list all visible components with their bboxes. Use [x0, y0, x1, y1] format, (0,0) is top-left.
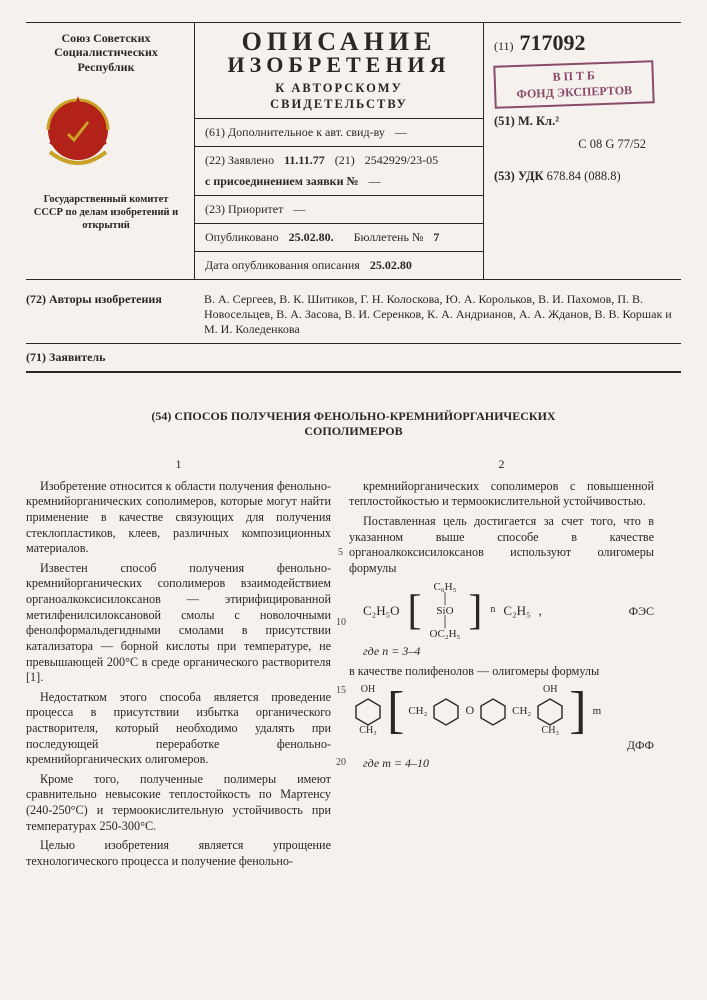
col2-p1: кремнийорганических сополимеров с повыше… [349, 479, 654, 510]
dff-ch3-2: CH₃ [542, 726, 559, 737]
bulletin-label: Бюллетень № [354, 230, 424, 245]
field-23-label: (23) Приоритет [205, 202, 283, 217]
col1-p1: Изобретение относится к области получени… [26, 479, 331, 557]
article: (54) СПОСОБ ПОЛУЧЕНИЯ ФЕНОЛЬНО-КРЕМНИЙОР… [26, 409, 681, 873]
benzene-ring-icon [431, 696, 461, 726]
classification-51: (51) М. Кл.² C 08 G 77/52 [494, 114, 646, 153]
dff-ch2-2: CH₂ [512, 704, 531, 718]
issuing-union: Союз Советских Социалистических Республи… [28, 31, 184, 74]
field-join-label: с присоединением заявки № [205, 174, 359, 189]
document-number-prefix: (11) [494, 39, 514, 53]
column-2: 2 кремнийорганических сополимеров с повы… [349, 457, 654, 873]
field-22-label: (22) Заявлено [205, 153, 274, 168]
field-61-label: (61) Дополнительное к авт. свид-ву [205, 125, 385, 140]
authors-names: В. А. Сергеев, В. К. Шитиков, Г. Н. Коло… [204, 292, 681, 337]
document-number-value: 717092 [520, 30, 586, 55]
fes-stack: C₆H₅ │ SiO │ OC₂H₅ [430, 582, 461, 640]
formula-dff: OH CH₃ [ CH₂ O CH₂ OH CH₃ ] [353, 685, 654, 736]
udk-53: (53) УДК 678.84 (088.8) [494, 169, 646, 185]
doc-subtitle: К АВТОРСКОМУ СВИДЕТЕЛЬСТВУ [205, 81, 473, 112]
applicant-value [204, 350, 681, 365]
dff-ch2-1: CH₂ [408, 704, 427, 718]
fes-right: C₂H₅ [503, 603, 530, 620]
dff-phenol-right: OH CH₃ [535, 685, 565, 736]
field-61: (61) Дополнительное к авт. свид-ву — [205, 125, 473, 140]
dff-label: ДФФ [627, 738, 654, 753]
col1-num: 1 [26, 457, 331, 472]
field-22-21: (22) Заявлено 11.11.77 (21) 2542929/23-0… [205, 153, 473, 168]
lineno-5: 5 [338, 547, 343, 560]
dff-o: O [465, 703, 474, 718]
col2-p2: Поставленная цель достигается за счет то… [349, 514, 654, 576]
expert-fund-stamp: В П Т Б ФОНД ЭКСПЕРТОВ [493, 60, 654, 109]
field-join: с присоединением заявки № — [205, 174, 473, 189]
field-21-value: 2542929/23-05 [365, 153, 438, 168]
lineno-20: 20 [336, 757, 346, 770]
fes-where: где n = 3–4 [363, 644, 654, 659]
bulletin-value: 7 [433, 230, 439, 245]
bracket-open-icon: [ [408, 595, 422, 627]
header-middle: ОПИСАНИЕ ИЗОБРЕТЕНИЯ К АВТОРСКОМУ СВИДЕТ… [194, 23, 484, 279]
bracket-close-icon: ] [468, 595, 482, 627]
col1-p3: Недостатком этого способа является прове… [26, 690, 331, 768]
column-1: 1 Изобретение относится к области получе… [26, 457, 331, 873]
dff-where: где m = 4–10 [363, 756, 654, 771]
issuing-committee: Государственный комитет СССР по делам из… [28, 193, 184, 232]
article-title: (54) СПОСОБ ПОЛУЧЕНИЯ ФЕНОЛЬНО-КРЕМНИЙОР… [124, 409, 584, 439]
field-pub-desc: Дата опубликования описания 25.02.80 [205, 258, 473, 273]
applicant-row: (71) Заявитель [26, 344, 681, 373]
applicant-label: (71) Заявитель [26, 350, 194, 365]
pub-label: Опубликовано [205, 230, 279, 245]
cls-label: (51) М. Кл.² [494, 114, 559, 128]
dff-oh2: OH [543, 685, 557, 696]
formula-fes: C₂H₅O [ C₆H₅ │ SiO │ OC₂H₅ ] n C₂H₅ , ФЭ… [363, 582, 654, 640]
dff-sub: m [593, 704, 602, 718]
benzene-ring-icon [535, 696, 565, 726]
bracket-open-icon: [ [387, 695, 404, 727]
benzene-ring-icon [478, 696, 508, 726]
lineno-10: 10 [336, 617, 346, 630]
authors-row: (72) Авторы изобретения В. А. Сергеев, В… [26, 286, 681, 344]
dff-label-row: ДФФ [349, 738, 654, 753]
header-grid: Союз Советских Социалистических Республи… [26, 22, 681, 279]
col1-p4: Кроме того, полученные полимеры имеют ср… [26, 772, 331, 834]
col2-p3: в качестве полифенолов — олигомеры форму… [349, 664, 654, 680]
cls-value: C 08 G 77/52 [494, 137, 646, 153]
col1-p5: Целью изобретения является упрощение тех… [26, 838, 331, 869]
doc-title-line2: ИЗОБРЕТЕНИЯ [205, 53, 473, 77]
pub-value: 25.02.80. [289, 230, 334, 245]
dff-ch3-1: CH₃ [359, 726, 376, 737]
bracket-close-icon: ] [569, 695, 586, 727]
dff-oh1: OH [361, 685, 375, 696]
field-23-value: — [293, 202, 305, 217]
article-columns: 1 Изобретение относится к области получе… [26, 457, 681, 873]
authors-label: (72) Авторы изобретения [26, 292, 194, 337]
state-emblem-icon [28, 82, 128, 182]
lineno-15: 15 [336, 685, 346, 698]
dff-phenol-left: OH CH₃ [353, 685, 383, 736]
document-number: (11) 717092 [494, 29, 646, 57]
pubdesc-label: Дата опубликования описания [205, 258, 360, 273]
field-join-value: — [369, 174, 381, 189]
fes-bot: OC₂H₅ [430, 629, 461, 641]
field-23: (23) Приоритет — [205, 202, 473, 217]
header-left: Союз Советских Социалистических Республи… [26, 23, 194, 279]
pubdesc-value: 25.02.80 [370, 258, 412, 273]
udk-label: (53) УДК [494, 169, 544, 183]
field-61-value: — [395, 125, 407, 140]
header-right: (11) 717092 В П Т Б ФОНД ЭКСПЕРТОВ (51) М… [484, 23, 652, 279]
field-publication: Опубликовано 25.02.80. Бюллетень № 7 [205, 230, 473, 245]
fes-sub: n [490, 604, 495, 617]
fes-label: ФЭС [629, 604, 654, 619]
benzene-ring-icon [353, 696, 383, 726]
col2-num: 2 [349, 457, 654, 472]
field-21-label: (21) [335, 153, 355, 168]
field-22-value: 11.11.77 [284, 153, 325, 168]
doc-title-block: ОПИСАНИЕ ИЗОБРЕТЕНИЯ [205, 29, 473, 77]
udk-value: 678.84 (088.8) [547, 169, 621, 183]
fes-left: C₂H₅O [363, 603, 400, 620]
col1-p2: Известен способ получения фенольно-кремн… [26, 561, 331, 686]
page: Союз Советских Социалистических Республи… [0, 0, 707, 891]
